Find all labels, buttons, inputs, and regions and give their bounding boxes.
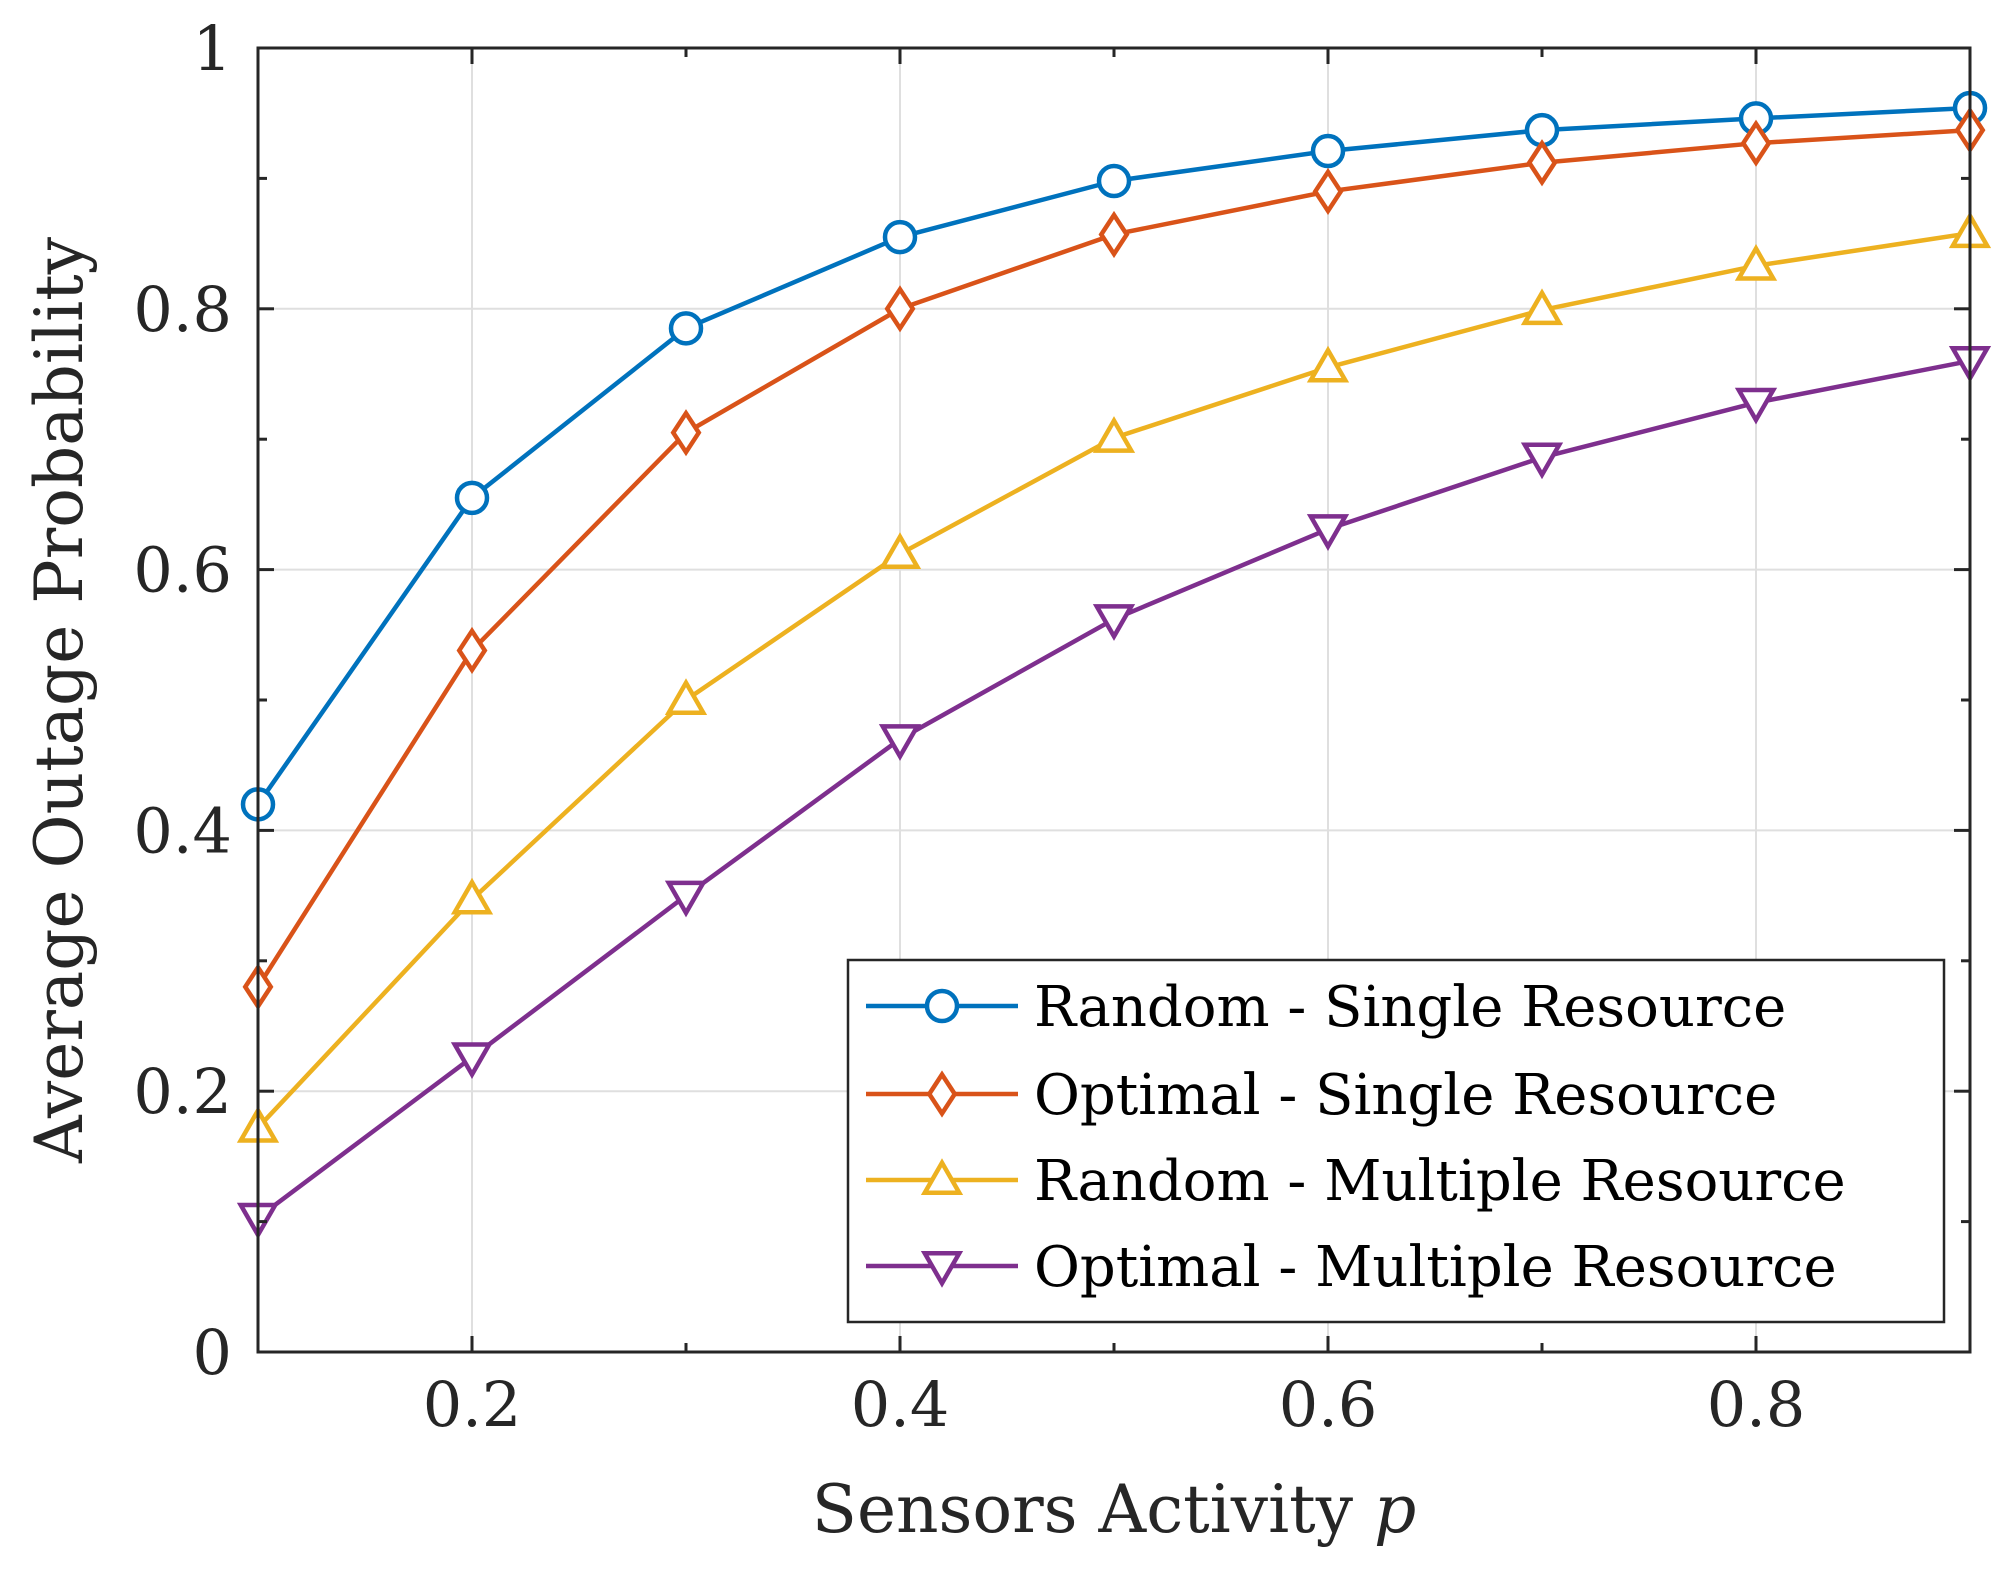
legend-box [846,958,1946,1324]
series-2-point-5 [1306,345,1350,383]
series-0-point-3 [882,219,918,255]
y-tick-label-0: 0 [193,1316,232,1389]
y-tick-label-5: 1 [193,12,232,85]
legend-marker-3 [920,1251,964,1288]
legend-marker-2 [920,1158,964,1195]
legend-label-0: Random - Single Resource [1034,975,1786,1040]
series-1-point-2 [670,409,702,457]
series-2-point-7 [1734,244,1778,281]
legend-label-1: Optimal - Single Resource [1034,1063,1777,1128]
series-2-point-1 [450,877,494,915]
tick-layer [256,46,1972,1354]
legend-marker-1 [926,1070,958,1118]
series-3-point-1 [450,1042,494,1080]
series-2-point-4 [1092,416,1136,453]
series-3-point-7 [1734,387,1778,425]
y-tick-label-2: 0.4 [133,794,232,867]
label-layer: 0.2 0.4 0.6 0.8 0 0.2 0.4 0.6 0.8 1 [133,12,1805,1441]
series-2-point-2 [664,678,708,715]
series-3-point-5 [1306,514,1350,551]
x-axis-variable: p [1374,1471,1416,1548]
legend-marker-0 [924,988,960,1024]
series-0 [240,90,1988,822]
series-0-point-4 [1096,163,1132,199]
legend: Random - Single Resource Optimal - Single… [846,958,1946,1324]
x-tick-label-3: 0.8 [1707,1368,1806,1441]
series-1-point-1 [456,626,488,675]
legend-label-3: Optimal - Multiple Resource [1034,1235,1837,1300]
series-1 [242,106,1986,1011]
series-3 [236,345,1992,1240]
x-tick-label-2: 0.6 [1279,1368,1378,1441]
x-tick-label-1: 0.4 [851,1368,950,1441]
series-0-point-1 [454,480,490,516]
x-tick-label-0: 0.2 [423,1368,522,1441]
series-1-point-4 [1098,210,1130,259]
series-1-point-5 [1312,167,1344,216]
y-axis-title: Average Outage Probability [21,236,98,1164]
series-1-point-6 [1526,139,1558,187]
series-3-point-3 [878,724,922,761]
series-0-point-5 [1310,133,1346,169]
series-3-point-6 [1520,442,1564,480]
series-0-point-2 [668,311,704,346]
series-1-point-7 [1740,119,1772,167]
series-2-point-6 [1520,288,1564,326]
series-3-point-2 [664,880,708,918]
x-axis-title: Sensors Activity p [812,1471,1416,1548]
y-tick-label-1: 0.2 [133,1055,232,1128]
y-tick-label-4: 0.8 [133,273,232,346]
series-layer [236,90,1992,1240]
series-2-point-3 [878,532,922,569]
x-axis-title-text: Sensors Activity [812,1471,1354,1548]
series-2 [236,211,1992,1143]
series-1-point-3 [884,285,916,333]
series-3-point-4 [1092,604,1136,641]
y-tick-label-3: 0.6 [133,534,232,607]
legend-label-2: Random - Multiple Resource [1034,1149,1846,1214]
